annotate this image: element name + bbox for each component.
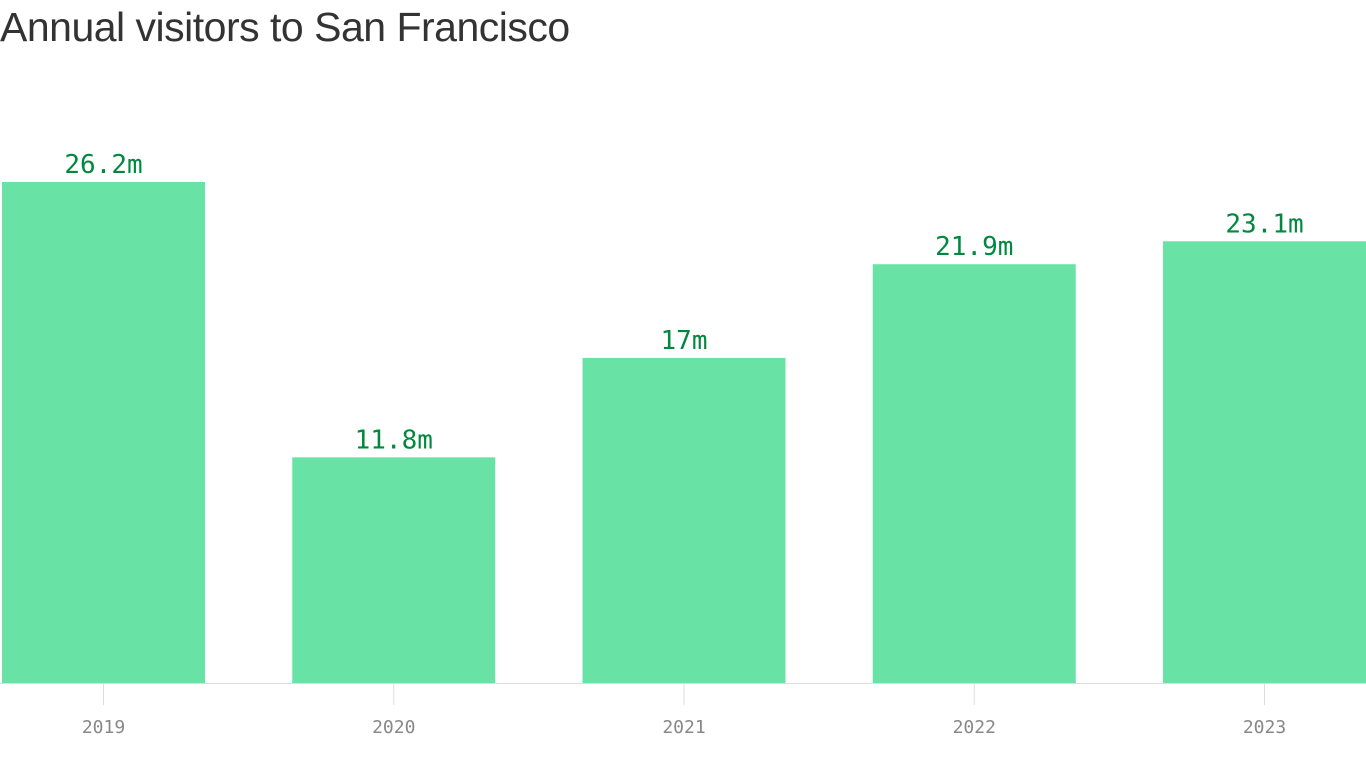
value-labels-group: 26.2m 11.8m 17m 21.9m 23.1m	[64, 150, 1303, 455]
value-label-2021: 17m	[661, 326, 708, 356]
value-label-2020: 11.8m	[355, 425, 433, 455]
x-tick-label-2023: 2023	[1243, 717, 1286, 738]
bars-group	[2, 182, 1366, 683]
bar-2019	[2, 182, 205, 683]
bar-2020	[292, 457, 496, 683]
x-axis-ticks-group	[103, 683, 1265, 705]
chart-title: Annual visitors to San Francisco	[0, 4, 570, 50]
bar-2021	[582, 357, 786, 683]
x-tick-label-2022: 2022	[953, 717, 996, 738]
value-label-2019: 26.2m	[64, 150, 142, 180]
value-label-2022: 21.9m	[935, 232, 1013, 262]
bar-2022	[872, 264, 1076, 683]
value-label-2023: 23.1m	[1225, 209, 1303, 239]
x-tick-label-2020: 2020	[372, 717, 415, 738]
x-tick-label-2019: 2019	[82, 717, 125, 738]
bar-2023	[1163, 241, 1366, 683]
x-tick-label-2021: 2021	[662, 717, 705, 738]
x-axis-labels-group: 2019 2020 2021 2022 2023	[82, 717, 1286, 738]
